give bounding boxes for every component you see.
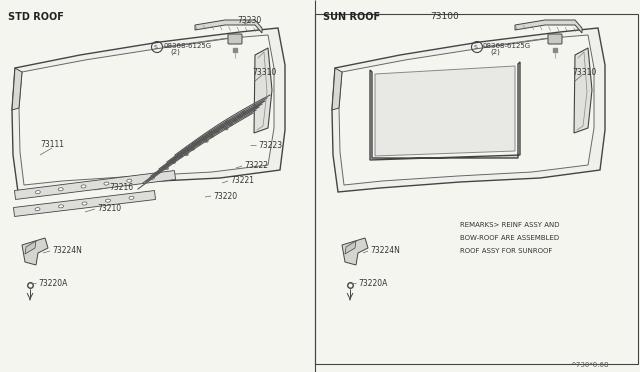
Polygon shape	[15, 170, 175, 199]
Ellipse shape	[104, 182, 109, 185]
Polygon shape	[370, 62, 520, 160]
Polygon shape	[375, 66, 515, 156]
Polygon shape	[22, 238, 48, 265]
Text: 73230: 73230	[237, 16, 261, 25]
Text: (2): (2)	[170, 49, 180, 55]
Text: 73221: 73221	[230, 176, 254, 185]
Ellipse shape	[127, 179, 132, 182]
Polygon shape	[12, 68, 22, 110]
Ellipse shape	[106, 199, 111, 202]
Ellipse shape	[186, 149, 189, 151]
Ellipse shape	[225, 128, 228, 130]
Ellipse shape	[238, 115, 241, 118]
Ellipse shape	[197, 142, 200, 144]
Bar	[315, 14, 638, 364]
Ellipse shape	[221, 126, 223, 128]
Ellipse shape	[165, 167, 168, 170]
Ellipse shape	[35, 190, 40, 194]
Ellipse shape	[82, 202, 87, 205]
Polygon shape	[332, 28, 605, 192]
Ellipse shape	[129, 196, 134, 199]
Ellipse shape	[193, 143, 196, 145]
Polygon shape	[515, 20, 582, 33]
Ellipse shape	[81, 185, 86, 188]
Text: 73224N: 73224N	[370, 246, 400, 254]
Text: 73310: 73310	[572, 68, 596, 77]
Ellipse shape	[191, 148, 194, 150]
Text: BOW-ROOF ARE ASSEMBLED: BOW-ROOF ARE ASSEMBLED	[460, 235, 559, 241]
Text: (2): (2)	[490, 49, 500, 55]
Polygon shape	[339, 35, 594, 185]
Ellipse shape	[205, 140, 208, 142]
Polygon shape	[12, 28, 285, 192]
Text: 73100: 73100	[430, 12, 459, 21]
Ellipse shape	[204, 137, 207, 139]
Ellipse shape	[226, 121, 229, 123]
Text: ^730*0.68: ^730*0.68	[570, 362, 609, 368]
Polygon shape	[342, 238, 368, 265]
Ellipse shape	[209, 131, 212, 134]
Polygon shape	[25, 241, 36, 254]
Ellipse shape	[185, 153, 188, 155]
Ellipse shape	[172, 161, 175, 163]
Ellipse shape	[243, 111, 245, 113]
FancyBboxPatch shape	[548, 34, 562, 44]
Text: 73210: 73210	[97, 203, 121, 212]
Text: 73310: 73310	[252, 68, 276, 77]
Ellipse shape	[229, 124, 232, 126]
Polygon shape	[254, 48, 272, 133]
Text: 08368-6125G: 08368-6125G	[483, 43, 531, 49]
Ellipse shape	[58, 188, 63, 191]
Text: REMARKS> REINF ASSY AND: REMARKS> REINF ASSY AND	[460, 222, 559, 228]
Ellipse shape	[210, 135, 213, 137]
Text: 73220A: 73220A	[38, 279, 67, 288]
Text: 73216: 73216	[109, 183, 133, 192]
Text: 73222: 73222	[244, 160, 268, 170]
Text: STD ROOF: STD ROOF	[8, 12, 64, 22]
Polygon shape	[13, 190, 156, 217]
Text: S: S	[154, 45, 158, 49]
Text: 73224N: 73224N	[52, 246, 82, 254]
Text: 73223: 73223	[258, 141, 282, 150]
Polygon shape	[345, 241, 356, 254]
Text: ROOF ASSY FOR SUNROOF: ROOF ASSY FOR SUNROOF	[460, 248, 552, 254]
Text: S: S	[474, 45, 478, 49]
Ellipse shape	[58, 205, 63, 208]
Text: 73220A: 73220A	[358, 279, 387, 288]
Ellipse shape	[150, 176, 155, 179]
Text: 08368-6125G: 08368-6125G	[163, 43, 211, 49]
Text: 73111: 73111	[40, 140, 64, 149]
FancyBboxPatch shape	[228, 34, 242, 44]
Ellipse shape	[179, 155, 182, 157]
Polygon shape	[574, 48, 592, 133]
Polygon shape	[332, 68, 342, 110]
Polygon shape	[195, 20, 262, 33]
Ellipse shape	[216, 131, 218, 132]
Text: 73220: 73220	[213, 192, 237, 201]
Ellipse shape	[35, 208, 40, 211]
Text: SUN ROOF: SUN ROOF	[323, 12, 380, 22]
Ellipse shape	[234, 119, 237, 122]
Polygon shape	[19, 35, 274, 185]
